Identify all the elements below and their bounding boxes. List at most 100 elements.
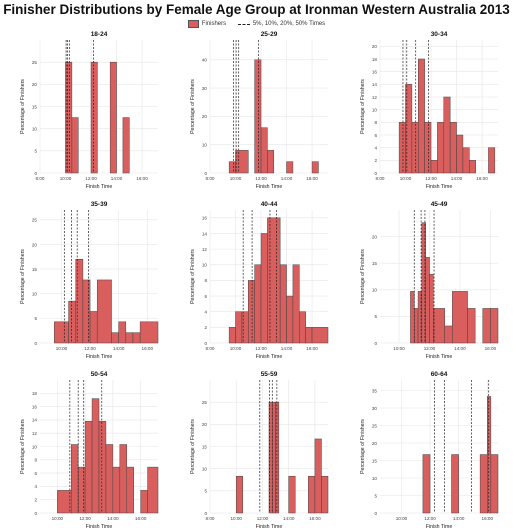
y-tick-label: 5 [34,316,37,321]
histogram-bar [105,444,114,514]
y-tick-label: 6 [204,294,207,299]
y-tick-label: 30 [202,86,208,91]
histogram-bar [452,291,468,344]
histogram-bar [119,444,128,514]
y-tick-label: 14 [32,418,38,423]
x-tick-label: 8:00 [36,176,45,181]
histogram-bar [228,327,236,344]
histogram-panel: 25-29 0 10 20 30 40 8:00 10:00 12:00 14:00 16:00 Fi… [190,31,328,190]
y-tick-label: 4 [374,145,377,150]
histogram-bar [260,233,268,344]
y-tick-label: 10 [202,466,208,471]
histogram-bar [418,58,425,174]
histogram-bar [456,134,464,174]
x-axis-label: Finish Time [426,524,453,530]
histogram-bar [292,264,300,344]
y-tick-label: 0 [374,341,377,346]
histogram-bar [311,327,329,344]
histogram-bar [228,161,236,174]
x-tick-label: 16:00 [485,346,497,351]
histogram-bar [260,127,268,174]
x-tick-label: 14:00 [454,346,466,351]
x-tick-label: 12:00 [255,176,267,181]
y-axis-label: Percentage of Finishers [20,419,26,474]
histogram-bar [90,61,98,174]
y-tick-label: 8 [34,458,37,463]
y-tick-label: 15 [32,104,38,109]
histogram-bar [421,222,426,344]
histogram-bar [469,160,476,174]
histogram-bar [122,117,130,174]
y-tick-label: 20 [202,114,208,119]
x-tick-label: 10:00 [230,176,242,181]
y-tick-label: 40 [202,58,208,63]
y-tick-label: 2 [374,158,377,163]
x-tick-label: 8:00 [206,176,215,181]
x-tick-label: 10:00 [396,516,408,521]
y-tick-label: 18 [372,57,378,62]
x-tick-label: 12:00 [85,176,97,181]
x-tick-label: 10:00 [230,516,242,521]
x-tick-label: 16:00 [135,516,147,521]
histogram-bar [288,475,296,514]
histogram-bar [444,325,453,344]
y-tick-label: 35 [372,388,378,393]
x-tick-label: 12:00 [424,346,436,351]
y-tick-label: 5 [374,493,377,498]
histogram-bar [57,490,72,514]
y-tick-label: 20 [202,422,208,427]
histogram-bar [91,398,100,514]
y-tick-label: 2 [34,498,37,503]
x-tick-label: 12:00 [425,176,437,181]
histogram-bar [482,308,491,344]
y-tick-label: 2 [204,325,207,330]
y-tick-label: 0 [374,511,377,516]
y-tick-label: 16 [32,404,38,409]
y-tick-label: 0 [34,511,37,516]
histogram-bar [414,308,419,344]
histogram-bar [248,280,255,344]
x-tick-label: 10:00 [400,176,412,181]
x-tick-label: 14:00 [107,516,119,521]
panel-title: 18-24 [91,31,108,38]
y-tick-label: 10 [202,263,208,268]
histogram-bar [430,160,438,174]
histogram-bar [490,454,499,514]
x-tick-label: 10:00 [52,516,64,521]
legend-bar-swatch [187,20,199,28]
x-tick-label: 14:00 [451,176,463,181]
histogram-bar [488,147,496,174]
histogram-bar [451,454,459,514]
panel-title: 55-59 [261,371,278,378]
y-tick-label: 10 [32,444,38,449]
x-tick-label: 8:00 [206,346,215,351]
histogram-bar [279,264,287,344]
x-tick-label: 14:00 [281,346,293,351]
histogram-bar [308,475,316,514]
histogram-bar [82,279,91,344]
histogram-bar [299,311,306,344]
histogram-bar [410,291,415,344]
y-tick-label: 20 [32,82,38,87]
histogram-bar [68,300,77,344]
panel-title: 50-54 [91,371,108,378]
histogram-bar [96,279,112,344]
y-tick-label: 4 [34,484,37,489]
histogram-bar [147,466,159,514]
x-tick-label: 12:00 [424,516,436,521]
x-tick-label: 16:00 [476,176,488,181]
panel-title: 40-44 [261,201,278,208]
x-tick-label: 14:00 [283,516,295,521]
histogram-bar [235,150,249,174]
x-tick-label: 16:00 [309,516,321,521]
y-tick-label: 16 [372,69,378,74]
y-tick-label: 25 [202,400,208,405]
histogram-bar [70,444,79,514]
histogram-bar [433,308,445,344]
y-tick-label: 0 [374,171,377,176]
y-tick-label: 12 [202,247,208,252]
x-tick-label: 14:00 [113,346,125,351]
histogram-bar [437,122,445,174]
y-tick-label: 5 [374,314,377,319]
histogram-bar [139,321,159,344]
